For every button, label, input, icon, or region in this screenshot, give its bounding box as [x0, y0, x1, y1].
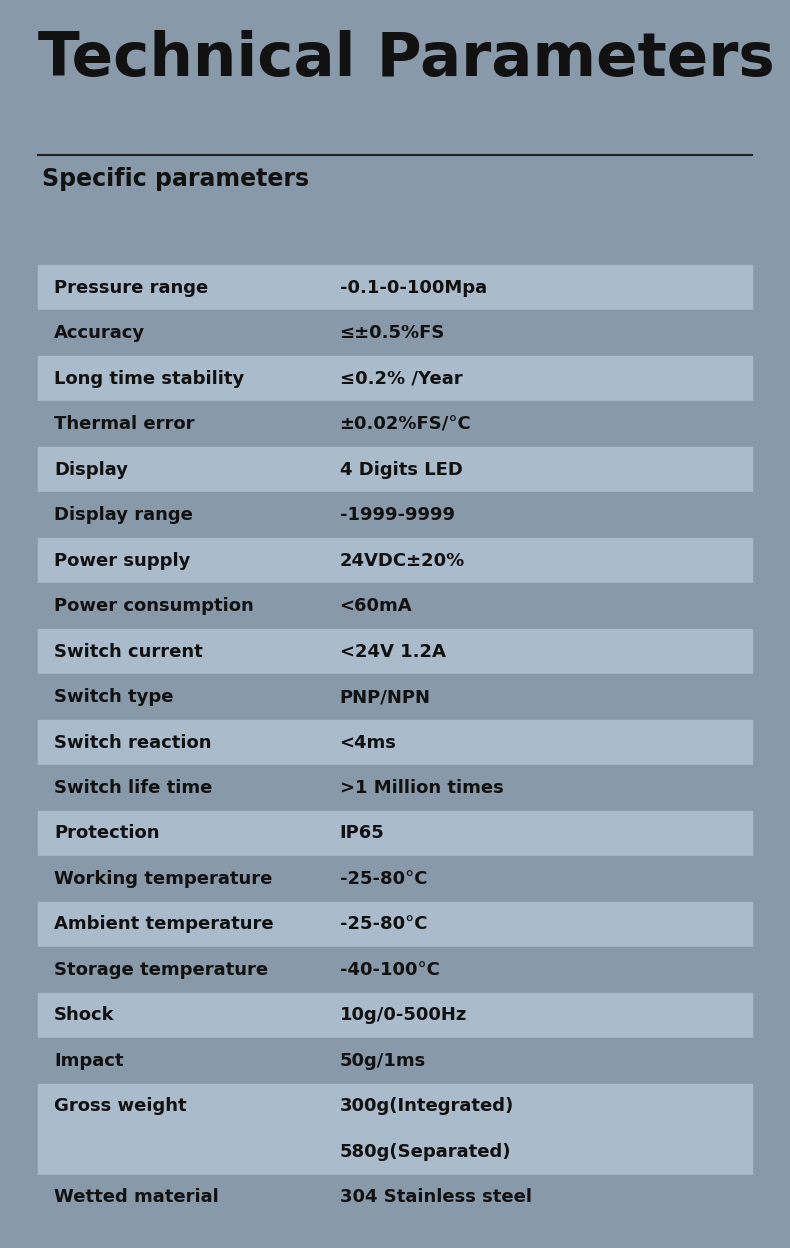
Text: 50g/1ms: 50g/1ms [340, 1052, 426, 1070]
Text: <24V 1.2A: <24V 1.2A [340, 643, 446, 660]
Bar [38, 311, 752, 356]
Text: <60mA: <60mA [340, 597, 412, 615]
Bar [38, 629, 752, 674]
Bar [38, 402, 752, 447]
Text: 580g(Separated): 580g(Separated) [340, 1143, 511, 1161]
Text: Protection: Protection [54, 825, 160, 842]
Text: Pressure range: Pressure range [54, 278, 209, 297]
Bar [38, 811, 752, 856]
Text: Accuracy: Accuracy [54, 324, 145, 342]
Bar [38, 356, 752, 402]
Text: 300g(Integrated): 300g(Integrated) [340, 1097, 514, 1116]
Text: PNP/NPN: PNP/NPN [340, 688, 431, 706]
Bar [38, 1038, 752, 1083]
Bar [38, 992, 752, 1038]
Text: -40-100°C: -40-100°C [340, 961, 439, 978]
Text: Technical Parameters: Technical Parameters [38, 30, 775, 89]
Text: Gross weight: Gross weight [54, 1097, 186, 1116]
Text: 24VDC±20%: 24VDC±20% [340, 552, 465, 569]
Text: Switch type: Switch type [54, 688, 174, 706]
Bar [38, 901, 752, 947]
Text: 4 Digits LED: 4 Digits LED [340, 461, 462, 479]
Text: Switch current: Switch current [54, 643, 203, 660]
Text: Thermal error: Thermal error [54, 416, 194, 433]
Text: Switch life time: Switch life time [54, 779, 213, 797]
Text: Switch reaction: Switch reaction [54, 734, 212, 751]
Bar [38, 538, 752, 583]
Text: -25-80°C: -25-80°C [340, 915, 427, 934]
Bar [38, 265, 752, 311]
Text: 304 Stainless steel: 304 Stainless steel [340, 1188, 532, 1207]
Text: IP65: IP65 [340, 825, 385, 842]
Bar [38, 1129, 752, 1174]
Text: ≤0.2% /Year: ≤0.2% /Year [340, 369, 462, 388]
Text: Storage temperature: Storage temperature [54, 961, 268, 978]
Text: Ambient temperature: Ambient temperature [54, 915, 273, 934]
Bar [38, 447, 752, 493]
Text: Display: Display [54, 461, 128, 479]
Text: 10g/0-500Hz: 10g/0-500Hz [340, 1006, 467, 1025]
Text: Impact: Impact [54, 1052, 123, 1070]
Text: Display range: Display range [54, 507, 193, 524]
Text: Power supply: Power supply [54, 552, 190, 569]
Text: Wetted material: Wetted material [54, 1188, 219, 1207]
Bar [38, 1083, 752, 1129]
Text: Specific parameters: Specific parameters [42, 167, 309, 191]
Text: -0.1-0-100Mpa: -0.1-0-100Mpa [340, 278, 487, 297]
Bar [38, 720, 752, 765]
Text: ≤±0.5%FS: ≤±0.5%FS [340, 324, 445, 342]
Text: <4ms: <4ms [340, 734, 397, 751]
Text: ±0.02%FS/°C: ±0.02%FS/°C [340, 416, 472, 433]
Bar [38, 583, 752, 629]
Text: -1999-9999: -1999-9999 [340, 507, 454, 524]
Text: >1 Million times: >1 Million times [340, 779, 503, 797]
Text: Power consumption: Power consumption [54, 597, 254, 615]
Bar [38, 1174, 752, 1221]
Text: Shock: Shock [54, 1006, 115, 1025]
Bar [38, 856, 752, 901]
Bar [38, 765, 752, 811]
Bar [38, 674, 752, 720]
Text: Long time stability: Long time stability [54, 369, 244, 388]
Bar [38, 493, 752, 538]
Text: -25-80°C: -25-80°C [340, 870, 427, 887]
Bar [38, 947, 752, 992]
Text: Working temperature: Working temperature [54, 870, 273, 887]
